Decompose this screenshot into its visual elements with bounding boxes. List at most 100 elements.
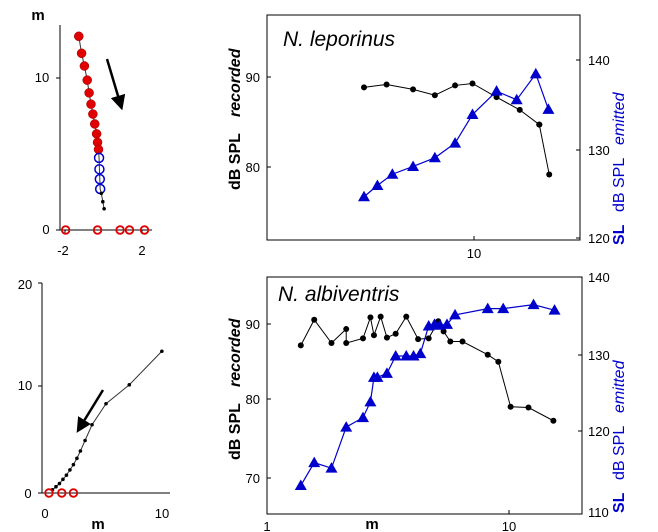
p2-rtick-label-130: 130 (588, 143, 610, 158)
p4-rtick-label-110: 110 (588, 505, 609, 520)
p2-series-0-point (383, 81, 390, 88)
p4-title: N. albiventris (278, 283, 400, 306)
p1-ytick-label-10: 10 (35, 70, 49, 85)
p4-rtick-label-130: 130 (588, 348, 610, 363)
p4-series-0-point (440, 328, 447, 335)
p2-ylabel-left-bold: dB SPL (227, 133, 244, 190)
p2-series-0-point (361, 84, 368, 91)
p3-point-black (54, 484, 58, 489)
p3-point-black (104, 401, 108, 406)
p1-point-red (88, 109, 98, 119)
panel-top-left: m 0 10 -2 2 (31, 7, 152, 258)
panel-bottom-right: N. albiventris dB SPL recorded 70 80 90 … (227, 270, 628, 532)
p4-series-0-point (392, 330, 399, 337)
p2-series-0-point (493, 94, 500, 101)
p1-point-black (101, 199, 105, 204)
p4-ylabel-right-italic: emitted (611, 359, 628, 413)
p4-series-1-point (364, 395, 377, 407)
p4-series-0-point (425, 335, 432, 342)
p4-xtick-label-10: 10 (502, 519, 516, 532)
p4-series-0-point (370, 332, 377, 339)
p3-point-black (57, 481, 62, 486)
p4-series-1-point (548, 304, 561, 315)
p1-ylabel: m (31, 7, 44, 24)
p1-point-red (91, 129, 102, 139)
p1-point-red (76, 48, 87, 59)
p2-series-1-line (538, 124, 550, 175)
p1-axis-marker (60, 225, 71, 235)
p2-ytick-label-90: 90 (246, 70, 260, 85)
p1-point-black (102, 206, 106, 211)
p3-point-black (75, 456, 79, 461)
p2-series-2-point (466, 108, 479, 120)
p2-series-2-point (407, 160, 420, 171)
p1-ytick-label-0: 0 (42, 222, 49, 237)
p1-axis-marker (92, 225, 103, 235)
p4-series-0-point (343, 340, 350, 347)
p2-series-1-point (536, 121, 543, 128)
p2-series-1-point (546, 171, 553, 178)
p1-point-blue (94, 163, 105, 175)
p2-rtick-label-120: 120 (588, 231, 610, 246)
p4-series-1-point (371, 371, 384, 382)
p3-ytick-label-10: 10 (18, 378, 32, 393)
p4-series-0-point (377, 313, 384, 320)
p4-series-1-point (497, 302, 510, 314)
p4-series-0-point (311, 316, 318, 323)
p4-series-1-point (449, 308, 462, 320)
p3-xlabel: m (91, 516, 104, 532)
p3-marks (44, 349, 164, 498)
p2-plot-frame (266, 14, 581, 241)
p4-rtick-label-120: 120 (588, 424, 610, 439)
p4-series-0-point (550, 417, 557, 424)
p4-series-0-point (447, 338, 454, 345)
p2-xtick-label-10: 10 (467, 246, 481, 261)
p1-axis-marker (124, 225, 135, 235)
p2-title: N. leporinus (283, 28, 396, 51)
p3-ytick-label-20: 20 (18, 277, 32, 292)
p2-series-2-point (428, 151, 441, 163)
p2-series-2-point (386, 168, 399, 179)
p4-series-0-point (507, 403, 514, 410)
p4-series-1-point (389, 350, 402, 361)
p4-series-1-point (380, 367, 393, 378)
p2-ylabel-right-italic: emitted (611, 91, 628, 145)
p4-series-0-point (297, 342, 304, 349)
p3-axis-marker (57, 488, 67, 498)
p1-point-red (79, 61, 90, 71)
p2-series-2-point (529, 67, 542, 79)
p2-ytick-label-80: 80 (246, 160, 260, 175)
p2-marks (358, 67, 555, 202)
p2-series-2-point (358, 190, 371, 202)
p4-series-0-point (383, 334, 390, 341)
p4-series-0-point (343, 326, 350, 333)
p4-ytick-label-80: 80 (246, 392, 260, 407)
p2-series-0-point (516, 106, 523, 113)
p3-point-black (90, 422, 94, 427)
p4-ytick-label-70: 70 (246, 471, 260, 486)
p1-point-blue (94, 173, 106, 185)
p1-point-red (86, 99, 96, 109)
p4-series-1-point (414, 347, 427, 359)
p2-rtick-label-140: 140 (588, 53, 610, 68)
p2-series-0-point (469, 80, 476, 87)
p1-point-red (82, 75, 92, 85)
p4-xlabel: m (365, 516, 378, 532)
p2-series-0-point (452, 82, 459, 89)
p3-point-black (160, 349, 164, 354)
p4-rtick-label-140: 140 (588, 270, 610, 285)
p2-series-0-point (410, 86, 417, 93)
p1-xtick-label-2: 2 (138, 243, 145, 258)
p3-xtick-label-10: 10 (155, 506, 169, 521)
p4-ylabel-left-bold: dB SPL (227, 403, 244, 460)
p4-xtick-label-1: 1 (263, 519, 270, 532)
p4-series-0-point (367, 314, 374, 321)
p1-point-red (89, 119, 100, 129)
p4-ylabel-right-bold: SL (611, 492, 628, 513)
p1-xtick-label-neg2: -2 (57, 243, 69, 258)
p1-axis-marker (115, 225, 125, 235)
p4-series-0-point (459, 338, 466, 345)
p3-point-black (71, 462, 76, 467)
p3-ytick-label-0: 0 (24, 486, 31, 501)
